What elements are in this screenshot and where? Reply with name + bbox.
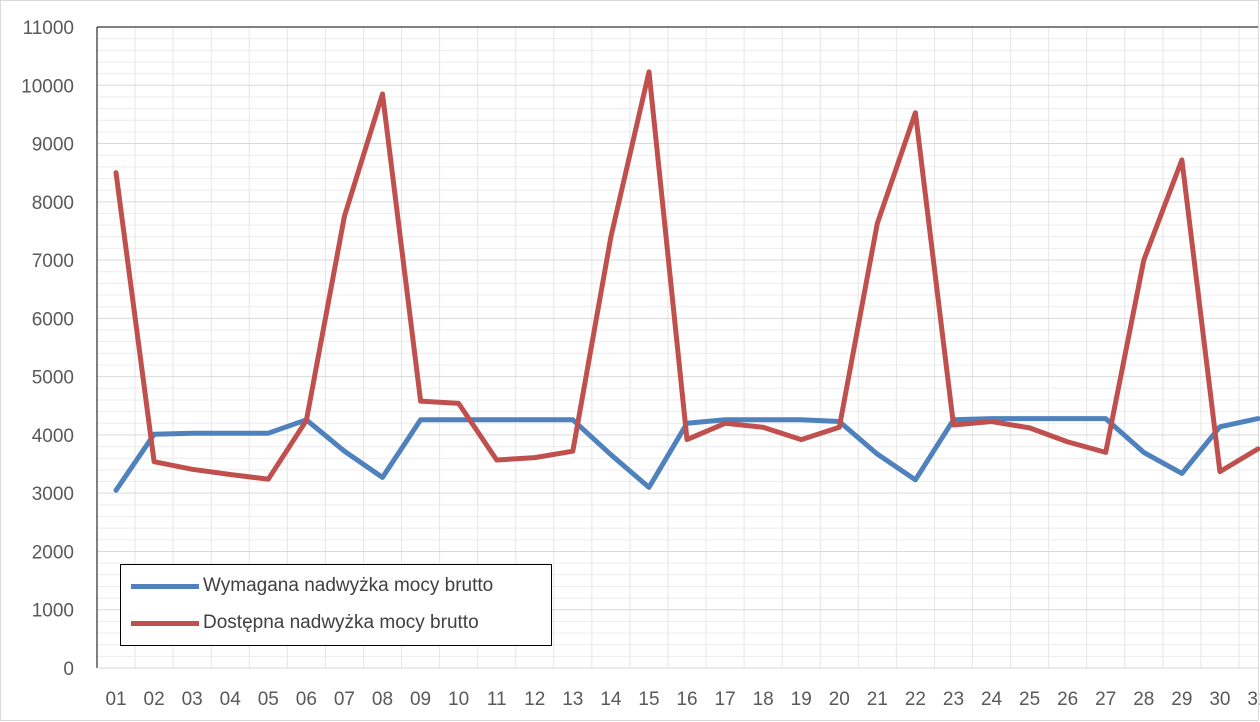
y-tick-label: 9000 [32, 135, 74, 156]
x-tick-label: 30 [1209, 689, 1230, 710]
legend-label-series-1: Wymagana nadwyżka mocy brutto [203, 575, 494, 596]
x-tick-label: 10 [448, 689, 469, 710]
x-tick-label: 20 [829, 689, 850, 710]
y-tick-label: 2000 [32, 542, 74, 563]
legend-item-series-2: Dostępna nadwyżka mocy brutto [131, 611, 479, 635]
x-tick-label: 12 [524, 689, 545, 710]
x-tick-label: 19 [791, 689, 812, 710]
x-tick-label: 16 [676, 689, 697, 710]
legend: Wymagana nadwyżka mocy brutto Dostępna n… [120, 564, 552, 646]
x-tick-label: 04 [220, 689, 242, 710]
x-tick-label: 01 [105, 689, 126, 710]
x-tick-label: 05 [258, 689, 279, 710]
legend-swatch-series-2 [131, 620, 199, 626]
x-tick-label: 07 [334, 689, 355, 710]
y-tick-label: 0 [63, 659, 74, 680]
x-tick-label: 22 [905, 689, 926, 710]
y-tick-label: 4000 [32, 426, 74, 447]
x-tick-label: 06 [296, 689, 317, 710]
x-tick-label: 17 [715, 689, 736, 710]
y-tick-label: 1000 [32, 601, 74, 622]
x-tick-label: 24 [981, 689, 1003, 710]
x-tick-label: 26 [1057, 689, 1078, 710]
legend-label-series-2: Dostępna nadwyżka mocy brutto [203, 612, 479, 633]
series-line-2 [113, 69, 1260, 482]
y-tick-label: 6000 [32, 309, 74, 330]
x-tick-label: 25 [1019, 689, 1040, 710]
y-tick-label: 11000 [23, 18, 74, 39]
y-tick-label: 8000 [32, 193, 74, 214]
y-tick-label: 3000 [32, 484, 74, 505]
legend-item-series-1: Wymagana nadwyżka mocy brutto [131, 574, 493, 598]
y-axis-ticks: 0 1000 2000 3000 4000 5000 6000 7000 8000 9000 100… [21, 18, 74, 680]
series-lines [113, 69, 1260, 493]
x-tick-label: 02 [144, 689, 165, 710]
x-tick-label: 29 [1171, 689, 1192, 710]
x-tick-label: 03 [182, 689, 203, 710]
axes [96, 26, 1258, 669]
y-tick-label: 10000 [21, 76, 74, 97]
grid [96, 26, 1258, 669]
x-tick-label: 18 [753, 689, 774, 710]
x-tick-label: 11 [487, 689, 507, 710]
y-tick-label: 7000 [32, 251, 74, 272]
x-tick-label: 13 [562, 689, 583, 710]
x-tick-label: 28 [1133, 689, 1154, 710]
x-tick-label: 27 [1095, 689, 1116, 710]
legend-swatch-series-1 [131, 583, 199, 589]
x-axis-ticks: 01 02 03 04 05 06 07 08 09 10 11 12 13 14 15 16 17 18 19 20… [105, 689, 1260, 710]
x-tick-label: 14 [600, 689, 622, 710]
y-tick-label: 5000 [32, 368, 74, 389]
x-tick-label: 15 [638, 689, 659, 710]
x-tick-label: 31 [1247, 689, 1260, 710]
x-tick-label: 21 [867, 689, 888, 710]
x-tick-label: 23 [943, 689, 964, 710]
x-tick-label: 08 [372, 689, 393, 710]
x-tick-label: 09 [410, 689, 431, 710]
